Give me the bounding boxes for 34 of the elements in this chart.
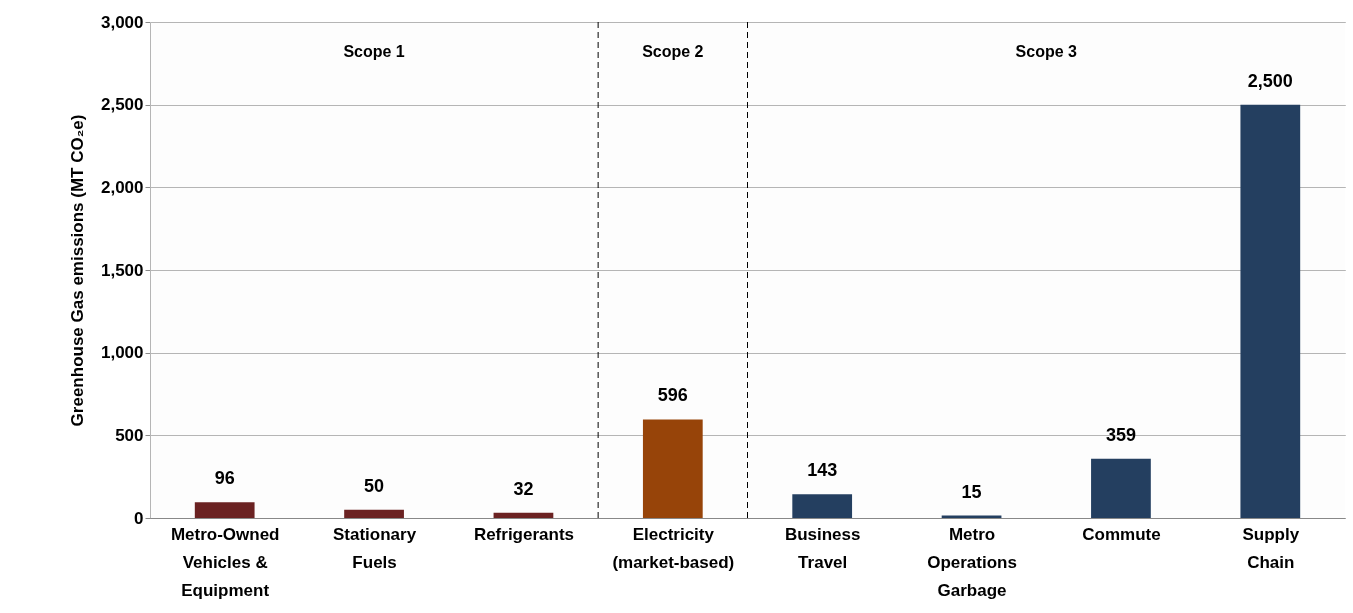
- x-tick-label: Stationary Fuels: [332, 524, 417, 572]
- x-tick-label: Electricity (market-based): [612, 524, 735, 572]
- x-tick-label: Supply Chain: [1242, 524, 1300, 572]
- y-tick-label: 3,000: [100, 12, 144, 32]
- band-label: Scope 1: [343, 43, 405, 60]
- data-label: 32: [513, 478, 534, 499]
- y-axis-title: Greenhouse Gas emissions (MT CO₂e): [67, 114, 87, 427]
- x-tick-label: Metro-Owned Vehicles & Equipment: [170, 524, 280, 600]
- data-label: 359: [1105, 424, 1136, 445]
- bar: [344, 509, 404, 518]
- band-label: Scope 2: [642, 43, 704, 60]
- y-tick-label: 1,500: [100, 260, 144, 280]
- x-tick-label: Business Travel: [784, 524, 861, 572]
- band-label: Scope 3: [1015, 43, 1078, 60]
- bar: [792, 494, 853, 518]
- data-label: 96: [214, 468, 235, 489]
- y-tick-label: 1,000: [100, 343, 144, 363]
- x-tick-label: Metro Operations Garbage: [927, 524, 1017, 600]
- y-tick-label: 2,500: [100, 95, 144, 115]
- data-label: 15: [961, 481, 982, 502]
- x-tick-label: Commute: [1082, 524, 1161, 544]
- y-tick-label: 2,000: [100, 177, 144, 197]
- y-tick-label: 0: [134, 508, 144, 528]
- data-label: 143: [807, 460, 838, 481]
- bar: [1091, 458, 1151, 518]
- data-label: 596: [657, 385, 688, 406]
- y-tick-label: 500: [115, 425, 144, 445]
- bar: [642, 419, 703, 518]
- data-label: 50: [364, 475, 385, 496]
- bar: [194, 502, 255, 518]
- x-tick-label: Refrigerants: [473, 524, 575, 544]
- data-label: 2,500: [1247, 70, 1293, 91]
- bar: [493, 512, 554, 518]
- bar: [1240, 104, 1301, 518]
